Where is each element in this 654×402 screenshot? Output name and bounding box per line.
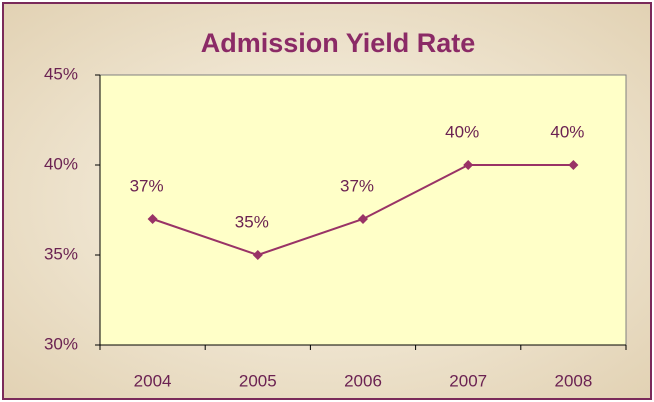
point-marker (463, 160, 474, 170)
data-label: 37% (340, 176, 374, 195)
data-label: 40% (550, 122, 584, 141)
plot-area (99, 74, 627, 346)
y-tick-label: 40% (44, 154, 78, 173)
point-marker (147, 214, 158, 224)
x-tick-label: 2005 (239, 371, 277, 390)
y-tick-label: 35% (44, 244, 78, 263)
point-marker (358, 214, 368, 224)
data-label: 35% (235, 212, 269, 231)
point-marker (252, 250, 263, 260)
data-label: 40% (445, 122, 479, 141)
x-tick-label: 2006 (344, 371, 382, 390)
x-tick-label: 2004 (134, 371, 172, 390)
data-label: 37% (130, 176, 164, 195)
x-tick-label: 2007 (449, 371, 487, 390)
chart-title: Admission Yield Rate (201, 28, 476, 58)
x-tick-label: 2008 (554, 371, 592, 390)
point-marker (568, 160, 579, 170)
y-tick-label: 30% (44, 334, 78, 353)
y-tick-label: 45% (44, 64, 78, 83)
